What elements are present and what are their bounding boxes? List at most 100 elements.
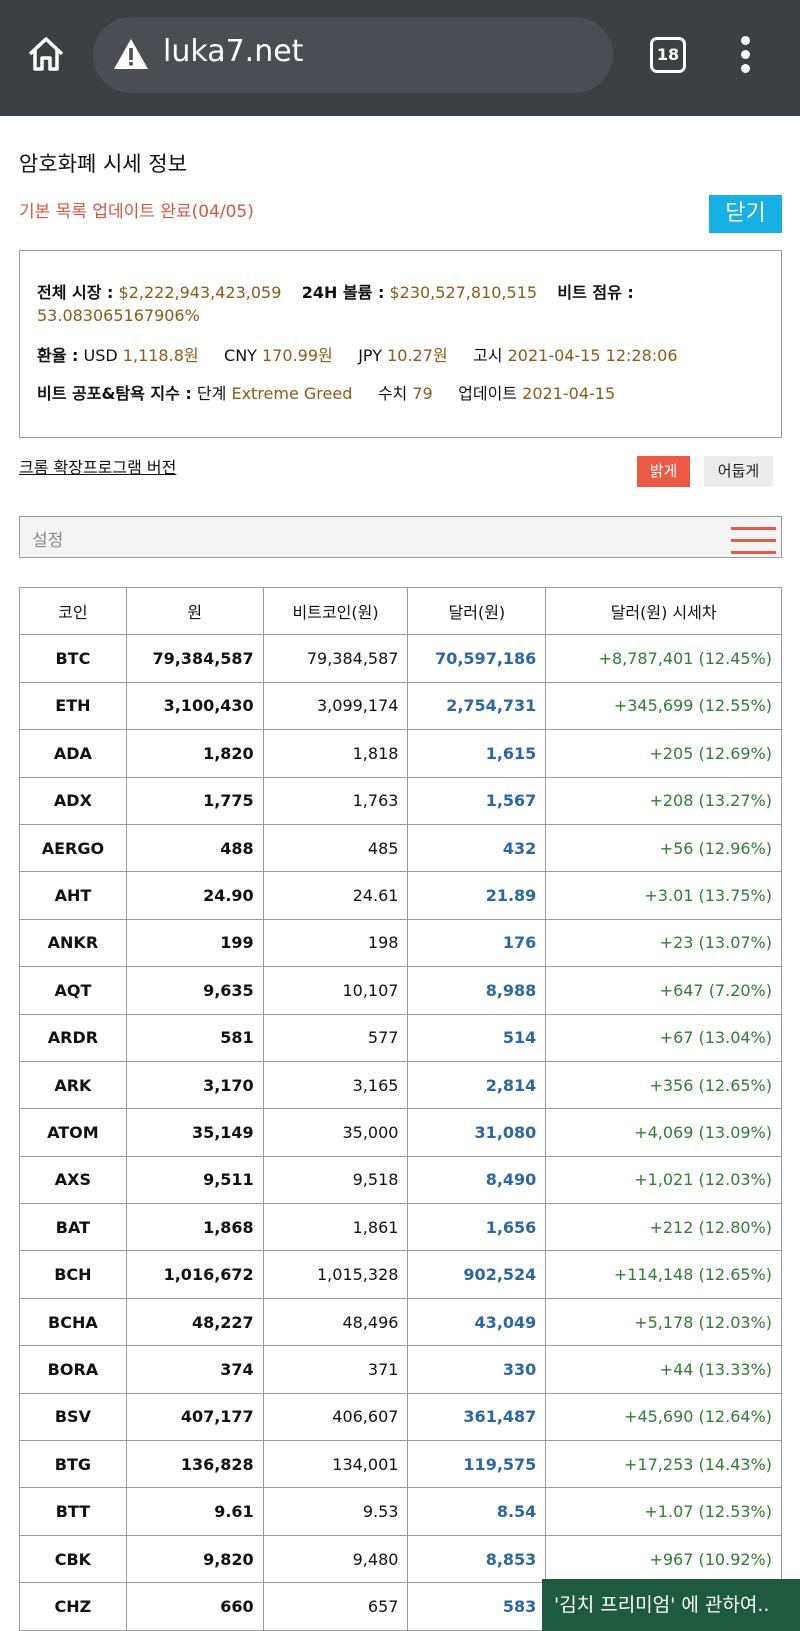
volume-label: 24H 볼륨 :	[301, 283, 385, 302]
table-row[interactable]: AHT 24.90 24.61 21.89 +3.01 (13.75%)	[19, 871, 782, 920]
header-usd-diff[interactable]: 달러(원) 시세차	[545, 586, 782, 636]
price-btc-krw: 657	[262, 1582, 409, 1631]
table-row[interactable]: ANKR 199 198 176 +23 (13.07%)	[19, 918, 782, 968]
warning-icon[interactable]	[113, 37, 149, 71]
coin-symbol: ARK	[19, 1060, 127, 1110]
table-row[interactable]: ATOM 35,149 35,000 31,080 +4,069 (13.09%)	[19, 1108, 782, 1157]
dark-mode-button[interactable]: 어둡게	[704, 456, 773, 487]
price-krw: 1,775	[125, 776, 264, 825]
price-btc-krw: 198	[262, 918, 409, 968]
hamburger-menu-icon[interactable]	[731, 527, 776, 555]
usd-diff: +208 (13.27%)	[545, 776, 782, 825]
price-krw: 3,170	[125, 1060, 264, 1110]
price-krw: 199	[125, 918, 264, 968]
tab-switcher-button[interactable]: 18	[650, 37, 686, 73]
table-row[interactable]: BORA 374 371 330 +44 (13.33%)	[19, 1345, 782, 1394]
fx-line: 환율 : USD 1,118.8원 CNY 170.99원 JPY 10.27원…	[37, 342, 678, 366]
price-btc-krw: 35,000	[262, 1108, 409, 1157]
price-krw: 1,820	[125, 729, 264, 778]
table-row[interactable]: BTT 9.61 9.53 8.54 +1.07 (12.53%)	[19, 1487, 782, 1536]
coin-symbol: ADA	[19, 729, 127, 778]
coin-symbol: BTG	[19, 1440, 127, 1489]
table-row[interactable]: BCH 1,016,672 1,015,328 902,524 +114,148 (12…	[19, 1250, 782, 1299]
table-row[interactable]: BCHA 48,227 48,496 43,049 +5,178 (12.03%)	[19, 1297, 782, 1347]
price-usd-krw: 514	[407, 1013, 547, 1062]
header-krw[interactable]: 원	[125, 586, 264, 636]
coin-symbol: CHZ	[19, 1582, 127, 1631]
table-header-row: 코인 원 비트코인(원) 달러(원) 달러(원) 시세차	[19, 586, 782, 636]
close-button[interactable]: 닫기	[709, 195, 782, 233]
light-mode-button[interactable]: 밝게	[637, 456, 690, 487]
price-krw: 3,100,430	[125, 681, 264, 731]
stage-label: 단계	[196, 384, 227, 403]
chrome-extension-link[interactable]: 크롬 확장프로그램 버전	[19, 458, 177, 477]
usd-diff: +8,787,401 (12.45%)	[545, 634, 782, 683]
table-row[interactable]: ARDR 581 577 514 +67 (13.04%)	[19, 1013, 782, 1062]
price-krw: 136,828	[125, 1440, 264, 1489]
usd-diff: +967 (10.92%)	[545, 1534, 782, 1584]
price-usd-krw: 432	[407, 823, 547, 873]
price-krw: 24.90	[125, 871, 264, 920]
index-value: 79	[412, 384, 433, 403]
market-info-box: 전체 시장 : $2,222,943,423,059 24H 볼륨 : $230…	[19, 250, 782, 438]
settings-bar[interactable]: 설정	[19, 516, 782, 558]
notice-label: 고시	[473, 346, 503, 365]
price-krw: 9.61	[125, 1487, 264, 1536]
home-icon[interactable]	[26, 34, 66, 74]
total-market-label: 전체 시장 :	[37, 283, 114, 302]
stage-value: Extreme Greed	[231, 384, 353, 403]
price-usd-krw: 43,049	[407, 1297, 547, 1347]
jpy-value: 10.27원	[387, 346, 448, 365]
table-row[interactable]: ETH 3,100,430 3,099,174 2,754,731 +345,699 (…	[19, 681, 782, 731]
price-krw: 488	[125, 823, 264, 873]
dominance-line: 53.083065167906%	[37, 306, 200, 325]
coin-symbol: BTT	[19, 1487, 127, 1536]
header-coin[interactable]: 코인	[19, 586, 127, 636]
dominance-value: 53.083065167906%	[37, 306, 200, 325]
price-btc-krw: 1,818	[262, 729, 409, 778]
price-btc-krw: 406,607	[262, 1392, 409, 1442]
table-row[interactable]: BSV 407,177 406,607 361,487 +45,690 (12.64%)	[19, 1392, 782, 1442]
settings-label: 설정	[32, 531, 64, 551]
price-krw: 374	[125, 1345, 264, 1394]
table-row[interactable]: ADX 1,775 1,763 1,567 +208 (13.27%)	[19, 776, 782, 825]
table-row[interactable]: AQT 9,635 10,107 8,988 +647 (7.20%)	[19, 966, 782, 1015]
coin-symbol: ARDR	[19, 1013, 127, 1062]
price-usd-krw: 2,814	[407, 1060, 547, 1110]
header-usd-krw[interactable]: 달러(원)	[407, 586, 547, 636]
table-row[interactable]: CBK 9,820 9,480 8,853 +967 (10.92%)	[19, 1534, 782, 1584]
price-btc-krw: 371	[262, 1345, 409, 1394]
price-krw: 407,177	[125, 1392, 264, 1442]
table-row[interactable]: AXS 9,511 9,518 8,490 +1,021 (12.03%)	[19, 1155, 782, 1205]
usd-diff: +44 (13.33%)	[545, 1345, 782, 1394]
table-row[interactable]: ARK 3,170 3,165 2,814 +356 (12.65%)	[19, 1060, 782, 1110]
usd-diff: +56 (12.96%)	[545, 823, 782, 873]
header-btc-krw[interactable]: 비트코인(원)	[262, 586, 409, 636]
notice-value: 2021-04-15 12:28:06	[507, 346, 678, 365]
cny-value: 170.99원	[262, 346, 333, 365]
price-btc-krw: 9,518	[262, 1155, 409, 1205]
fg-update-label: 업데이트	[458, 384, 518, 403]
address-bar[interactable]: luka7.net	[93, 17, 613, 93]
price-krw: 35,149	[125, 1108, 264, 1157]
table-row[interactable]: BTG 136,828 134,001 119,575 +17,253 (14.43%)	[19, 1440, 782, 1489]
usd-diff: +23 (13.07%)	[545, 918, 782, 968]
usd-diff: +45,690 (12.64%)	[545, 1392, 782, 1442]
usd-diff: +1,021 (12.03%)	[545, 1155, 782, 1205]
price-usd-krw: 21.89	[407, 871, 547, 920]
price-krw: 9,635	[125, 966, 264, 1015]
table-row[interactable]: BAT 1,868 1,861 1,656 +212 (12.80%)	[19, 1203, 782, 1252]
kimchi-premium-banner[interactable]: '김치 프리미엄' 에 관하여..	[542, 1579, 800, 1631]
fx-label: 환율 :	[37, 346, 79, 365]
coin-symbol: CBK	[19, 1534, 127, 1584]
usd-diff: +345,699 (12.55%)	[545, 681, 782, 731]
overflow-menu-icon[interactable]	[732, 36, 758, 76]
price-btc-krw: 1,015,328	[262, 1250, 409, 1299]
table-row[interactable]: ADA 1,820 1,818 1,615 +205 (12.69%)	[19, 729, 782, 778]
usd-diff: +3.01 (13.75%)	[545, 871, 782, 920]
table-row[interactable]: AERGO 488 485 432 +56 (12.96%)	[19, 823, 782, 873]
usd-diff: +647 (7.20%)	[545, 966, 782, 1015]
table-row[interactable]: BTC 79,384,587 79,384,587 70,597,186 +8,787,…	[19, 634, 782, 683]
fg-update-value: 2021-04-15	[522, 384, 616, 403]
coin-symbol: AXS	[19, 1155, 127, 1205]
